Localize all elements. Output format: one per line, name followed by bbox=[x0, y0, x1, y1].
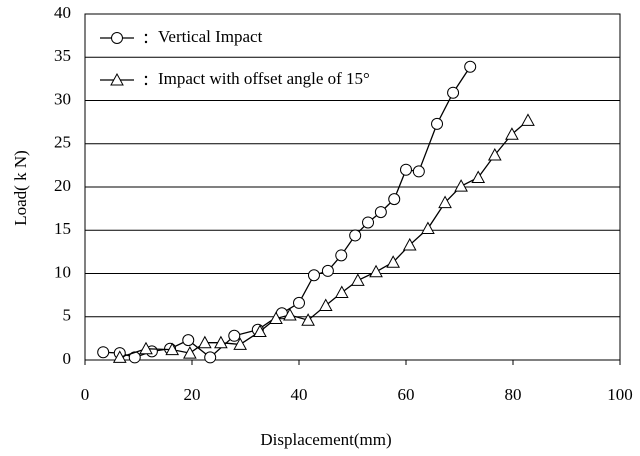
legend-colon bbox=[144, 82, 148, 86]
marker bbox=[183, 346, 197, 359]
marker bbox=[400, 163, 412, 176]
legend-label: Impact with offset angle of 15° bbox=[158, 69, 370, 88]
marker bbox=[283, 307, 297, 321]
marker bbox=[228, 329, 241, 342]
y-tick-label: 5 bbox=[63, 306, 72, 325]
y-tick-label: 25 bbox=[54, 133, 71, 152]
legend-colon bbox=[144, 75, 148, 79]
marker bbox=[182, 334, 195, 347]
y-tick-label: 15 bbox=[54, 219, 71, 238]
marker bbox=[307, 269, 320, 282]
x-tick-label: 0 bbox=[81, 385, 90, 404]
x-tick-label: 60 bbox=[398, 385, 415, 404]
x-tick-label: 40 bbox=[291, 385, 308, 404]
marker bbox=[301, 313, 315, 326]
marker bbox=[386, 255, 401, 268]
marker bbox=[471, 170, 486, 183]
marker bbox=[464, 60, 477, 73]
marker bbox=[269, 311, 283, 324]
marker bbox=[97, 346, 110, 359]
marker bbox=[438, 195, 452, 209]
marker bbox=[321, 264, 334, 277]
marker bbox=[402, 237, 417, 251]
marker bbox=[214, 335, 228, 349]
marker bbox=[139, 341, 153, 355]
marker bbox=[253, 324, 267, 337]
marker bbox=[431, 117, 444, 130]
y-tick-label: 40 bbox=[54, 3, 71, 22]
marker bbox=[374, 206, 387, 219]
y-axis-label: Load( k N) bbox=[11, 150, 30, 226]
marker bbox=[447, 86, 460, 99]
marker bbox=[334, 285, 349, 299]
marker bbox=[204, 351, 217, 364]
marker bbox=[521, 113, 535, 126]
marker bbox=[388, 193, 401, 206]
legend-colon bbox=[144, 33, 148, 37]
marker bbox=[362, 216, 375, 229]
x-tick-label: 100 bbox=[607, 385, 633, 404]
marker bbox=[335, 249, 348, 262]
legend-label: Vertical Impact bbox=[158, 27, 263, 46]
marker bbox=[165, 342, 180, 356]
marker bbox=[412, 165, 425, 178]
y-tick-label: 0 bbox=[63, 349, 72, 368]
marker bbox=[293, 296, 305, 309]
marker bbox=[487, 147, 502, 161]
y-tick-label: 30 bbox=[54, 89, 71, 108]
x-axis-label: Displacement(mm) bbox=[260, 430, 391, 449]
marker bbox=[112, 350, 127, 363]
legend-marker bbox=[111, 32, 123, 44]
marker bbox=[369, 264, 383, 278]
y-tick-label: 20 bbox=[54, 176, 71, 195]
legend-marker bbox=[110, 72, 124, 86]
x-tick-label: 80 bbox=[505, 385, 522, 404]
marker bbox=[233, 337, 247, 350]
legend-colon bbox=[144, 40, 148, 44]
marker bbox=[421, 221, 435, 235]
y-tick-label: 35 bbox=[54, 46, 71, 65]
marker bbox=[349, 229, 362, 242]
x-tick-label: 20 bbox=[184, 385, 201, 404]
marker bbox=[318, 298, 333, 312]
marker bbox=[505, 127, 519, 140]
y-tick-label: 10 bbox=[54, 262, 71, 281]
marker bbox=[197, 335, 212, 349]
marker bbox=[351, 273, 365, 286]
series-line bbox=[119, 119, 529, 359]
marker bbox=[454, 179, 468, 192]
